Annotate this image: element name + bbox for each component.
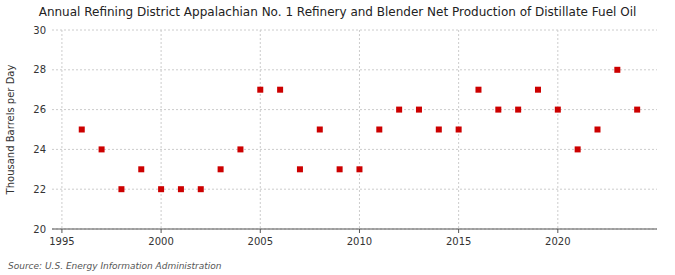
x-tick xyxy=(161,229,162,233)
x-tick-label: 2000 xyxy=(148,236,173,247)
y-tick-label: 26 xyxy=(33,104,46,115)
x-tick xyxy=(458,229,459,233)
y-tick-label: 30 xyxy=(33,25,46,36)
y-axis-label: Thousand Barrels per Day xyxy=(5,65,16,196)
y-grid-line xyxy=(52,229,657,230)
chart: Annual Refining District Appalachian No.… xyxy=(0,0,675,275)
annotation: Source: U.S. Energy Information Administ… xyxy=(8,261,222,271)
x-tick xyxy=(359,229,360,233)
point xyxy=(475,87,481,93)
points xyxy=(79,67,640,192)
x-tick xyxy=(61,229,62,233)
y-grid-line xyxy=(52,109,657,110)
point xyxy=(317,127,323,133)
x-grid-line xyxy=(359,30,360,229)
point xyxy=(515,107,521,113)
point xyxy=(277,87,283,93)
point xyxy=(495,107,501,113)
point xyxy=(575,146,581,152)
point xyxy=(396,107,402,113)
y-tick-label: 24 xyxy=(33,144,46,155)
grid xyxy=(52,30,657,229)
title-line: Annual Refining District Appalachian No.… xyxy=(39,5,637,19)
x-tick-label: 2020 xyxy=(545,236,570,247)
point xyxy=(158,186,164,192)
y-tick-label: 28 xyxy=(33,64,46,75)
point xyxy=(356,166,362,172)
y-grid-line xyxy=(52,149,657,150)
point xyxy=(138,166,144,172)
title: Annual Refining District Appalachian No.… xyxy=(39,5,637,19)
x-tick-label: 2015 xyxy=(446,236,471,247)
x-grid-line xyxy=(260,30,261,229)
x-grid-line xyxy=(161,30,162,229)
point xyxy=(594,127,600,133)
point xyxy=(118,186,124,192)
point xyxy=(634,107,640,113)
point xyxy=(416,107,422,113)
point xyxy=(436,127,442,133)
point xyxy=(79,127,85,133)
point xyxy=(237,146,243,152)
y-tick-label: 20 xyxy=(33,224,46,235)
y-grid-line xyxy=(52,30,657,31)
point xyxy=(535,87,541,93)
x-tick-label: 1995 xyxy=(49,236,74,247)
point xyxy=(257,87,263,93)
x-grid-line xyxy=(61,30,62,229)
x-tick xyxy=(557,229,558,233)
x-tick-label: 2005 xyxy=(248,236,273,247)
x-axis-line xyxy=(52,229,657,230)
x-tick xyxy=(260,229,261,233)
point xyxy=(198,186,204,192)
point xyxy=(337,166,343,172)
point xyxy=(555,107,561,113)
point xyxy=(456,127,462,133)
point xyxy=(178,186,184,192)
point xyxy=(99,146,105,152)
point xyxy=(614,67,620,73)
y-grid-line xyxy=(52,189,657,190)
point xyxy=(376,127,382,133)
x-tick-label: 2010 xyxy=(347,236,372,247)
y-tick-label: 22 xyxy=(33,184,46,195)
point xyxy=(218,166,224,172)
point xyxy=(297,166,303,172)
y-grid-line xyxy=(52,69,657,70)
x-grid-line xyxy=(557,30,558,229)
